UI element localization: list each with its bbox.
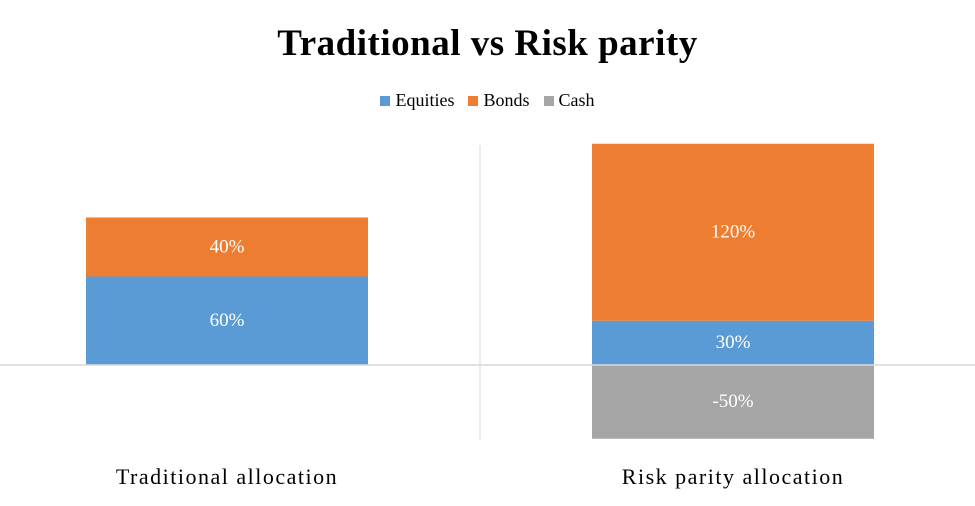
data-label-equities-2: 30% xyxy=(716,332,751,353)
bar-bonds-1 xyxy=(86,217,368,277)
legend-item-cash: Cash xyxy=(543,90,595,111)
legend-label-equities: Equities xyxy=(395,90,455,110)
data-label-equities-1: 60% xyxy=(210,310,245,331)
bar-bonds-2 xyxy=(592,143,874,321)
data-label-bonds-1: 40% xyxy=(210,236,245,257)
legend: Equities Bonds Cash xyxy=(0,90,975,111)
legend-swatch-cash xyxy=(543,95,554,106)
category-label-2: Risk parity allocation xyxy=(622,464,844,489)
legend-swatch-bonds xyxy=(468,95,479,106)
legend-label-cash: Cash xyxy=(558,90,595,110)
legend-label-bonds: Bonds xyxy=(483,90,530,110)
bar-cash-2 xyxy=(592,365,874,439)
legend-swatch-equities xyxy=(380,95,391,106)
bar-equities-2 xyxy=(592,320,874,365)
category-label-1: Traditional allocation xyxy=(116,464,338,489)
bar-equities-1 xyxy=(86,276,368,365)
legend-item-bonds: Bonds xyxy=(468,90,530,111)
legend-item-equities: Equities xyxy=(380,90,454,111)
chart-title: Traditional vs Risk parity xyxy=(277,23,698,64)
data-label-bonds-2: 120% xyxy=(711,222,756,243)
data-label-cash-2: -50% xyxy=(712,391,753,412)
